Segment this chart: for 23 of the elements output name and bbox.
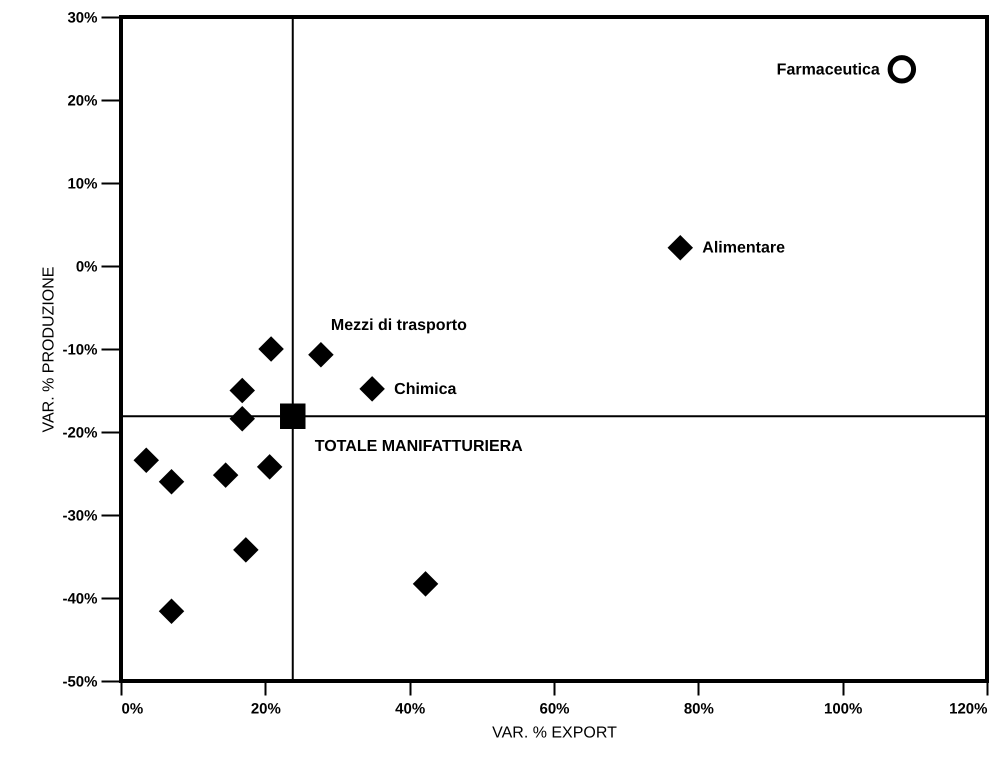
x-tick-label: 20% (250, 700, 281, 718)
annotation: Alimentare (702, 240, 786, 257)
y-tick-label: -50% (62, 674, 98, 690)
x-tick-label: 120% (949, 700, 988, 718)
x-tick-label: 80% (684, 700, 714, 718)
y-tick-label: -10% (62, 342, 98, 358)
x-tick-label: 40% (395, 700, 426, 718)
x-axis-title: VAR. % EXPORT (492, 724, 618, 742)
x-tick-label: 60% (539, 700, 570, 718)
y-tick-label: 10% (67, 176, 98, 192)
y-tick-label: 0% (76, 258, 98, 276)
annotation: Chimica (394, 380, 456, 398)
y-tick-label: -30% (62, 508, 98, 524)
y-tick-label: -40% (62, 590, 98, 608)
y-tick-label: 20% (67, 92, 98, 110)
x-tick-label: 100% (824, 700, 862, 718)
x-tick-label: 0% (122, 700, 144, 718)
y-tick-label: -20% (62, 424, 98, 442)
y-axis-title: VAR. % PRODUZIONE (40, 266, 58, 432)
annotation: TOTALE MANIFATTURIERA (314, 438, 524, 456)
annotation: Farmaceutica (776, 61, 880, 78)
annotation: Mezzi di trasporto (330, 316, 468, 334)
y-tick-label: 30% (67, 10, 98, 26)
